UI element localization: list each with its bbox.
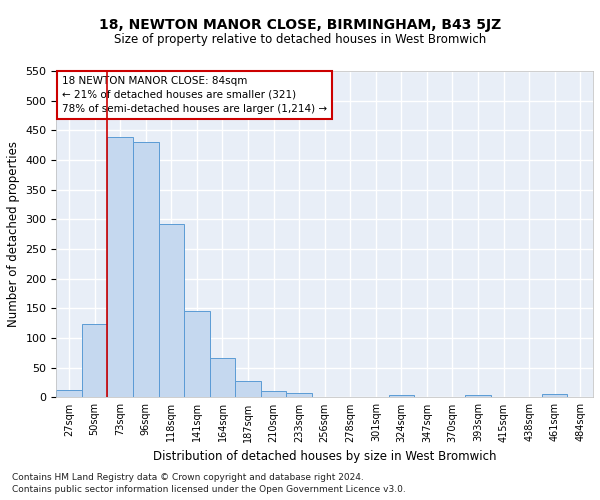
Bar	[82, 324, 107, 398]
Bar	[465, 394, 491, 398]
Text: Size of property relative to detached houses in West Bromwich: Size of property relative to detached ho…	[114, 32, 486, 46]
Bar	[107, 138, 133, 398]
Bar	[56, 390, 82, 398]
Bar	[542, 394, 568, 398]
Bar	[184, 311, 209, 398]
Text: Contains public sector information licensed under the Open Government Licence v3: Contains public sector information licen…	[12, 485, 406, 494]
Bar	[235, 382, 261, 398]
Text: 18 NEWTON MANOR CLOSE: 84sqm
← 21% of detached houses are smaller (321)
78% of s: 18 NEWTON MANOR CLOSE: 84sqm ← 21% of de…	[62, 76, 327, 114]
Bar	[133, 142, 158, 398]
Bar	[286, 392, 312, 398]
Text: 18, NEWTON MANOR CLOSE, BIRMINGHAM, B43 5JZ: 18, NEWTON MANOR CLOSE, BIRMINGHAM, B43 …	[99, 18, 501, 32]
X-axis label: Distribution of detached houses by size in West Bromwich: Distribution of detached houses by size …	[153, 450, 496, 463]
Bar	[209, 358, 235, 398]
Bar	[261, 391, 286, 398]
Bar	[158, 224, 184, 398]
Text: Contains HM Land Registry data © Crown copyright and database right 2024.: Contains HM Land Registry data © Crown c…	[12, 474, 364, 482]
Y-axis label: Number of detached properties: Number of detached properties	[7, 141, 20, 327]
Bar	[389, 394, 414, 398]
